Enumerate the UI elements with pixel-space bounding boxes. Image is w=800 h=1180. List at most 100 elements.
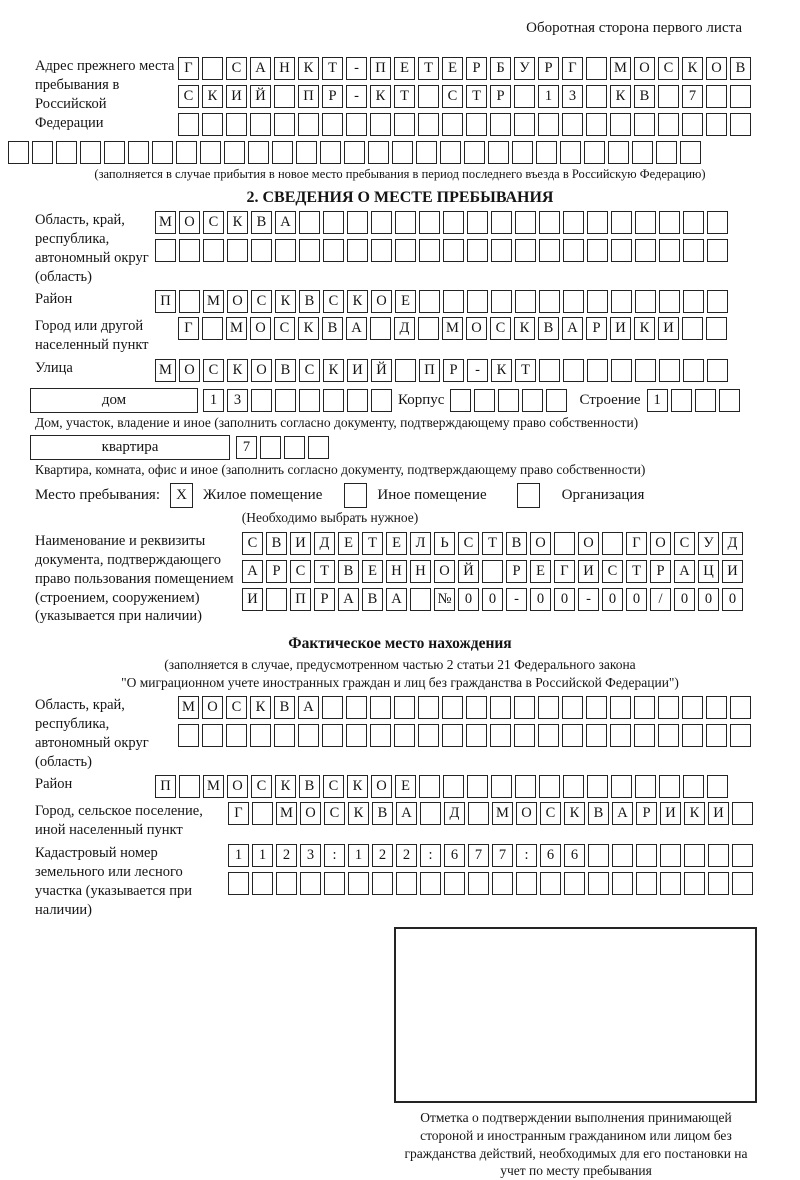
char-box: Р xyxy=(538,57,559,80)
char-box xyxy=(515,211,536,234)
kadastr-row-2 xyxy=(228,872,753,896)
char-box xyxy=(248,141,269,164)
kvartira-note: Квартира, комната, офис и иное (заполнит… xyxy=(35,462,646,478)
char-box xyxy=(610,724,631,748)
char-box xyxy=(274,724,295,748)
char-box: Е xyxy=(338,532,359,556)
char-box: 7 xyxy=(492,844,513,868)
korpus-label: Корпус xyxy=(398,392,445,409)
doc-row-3: И П Р А В А № 0 0-0 0-0 0/0 0 0 xyxy=(242,588,743,612)
char-box: 6 xyxy=(540,844,561,868)
char-box: Е xyxy=(394,57,415,80)
inoe-label: Иное помещение xyxy=(377,487,487,504)
char-box: М xyxy=(155,359,176,383)
char-box xyxy=(515,239,536,262)
char-box: К xyxy=(514,317,535,341)
char-box xyxy=(707,239,728,262)
char-box xyxy=(682,724,703,748)
char-box xyxy=(323,239,344,262)
char-box: С xyxy=(274,317,295,341)
char-box xyxy=(514,724,535,748)
char-box xyxy=(587,290,608,314)
char-box xyxy=(346,113,367,136)
char-box xyxy=(707,775,728,799)
char-box: О xyxy=(650,532,671,556)
char-box xyxy=(155,239,176,262)
char-box: - xyxy=(578,588,599,612)
char-box: И xyxy=(347,359,368,383)
char-box xyxy=(488,141,509,164)
char-box xyxy=(202,317,223,341)
char-box: К xyxy=(250,696,271,720)
doc-label: Наименование и реквизиты документа, подт… xyxy=(35,533,234,625)
char-box xyxy=(322,696,343,720)
char-box xyxy=(514,696,535,720)
char-box: Е xyxy=(442,57,463,80)
char-box xyxy=(347,389,368,413)
char-box xyxy=(226,724,247,748)
char-box xyxy=(467,211,488,234)
char-box: В xyxy=(299,775,320,799)
char-box: И xyxy=(290,532,311,556)
char-box xyxy=(659,211,680,234)
char-box xyxy=(56,141,77,164)
char-box xyxy=(442,724,463,748)
char-box: А xyxy=(338,588,359,612)
char-box xyxy=(611,239,632,262)
char-box xyxy=(418,724,439,748)
char-box xyxy=(634,724,655,748)
char-box: О xyxy=(250,317,271,341)
char-box: О xyxy=(516,802,537,826)
char-box xyxy=(491,290,512,314)
char-box: О xyxy=(371,775,392,799)
char-box: М xyxy=(155,211,176,234)
char-box xyxy=(611,211,632,234)
mesto-prebyvaniya-row: Место пребывания: X Жилое помещение Иное… xyxy=(0,483,800,509)
char-box xyxy=(490,696,511,720)
char-box xyxy=(443,290,464,314)
char-box: 2 xyxy=(276,844,297,868)
char-box xyxy=(563,211,584,234)
prev-address-row-3 xyxy=(178,113,751,136)
char-box xyxy=(684,872,705,896)
char-box xyxy=(370,696,391,720)
char-box xyxy=(392,141,413,164)
char-box: - xyxy=(346,85,367,108)
char-box xyxy=(562,724,583,748)
char-box: В xyxy=(588,802,609,826)
kadastr-field: Кадастровый номер земельного или лесного… xyxy=(0,844,800,919)
char-box: 1 xyxy=(203,389,224,413)
char-box: К xyxy=(298,317,319,341)
char-box xyxy=(659,359,680,383)
char-box xyxy=(482,560,503,584)
char-box: О xyxy=(227,290,248,314)
char-box: О xyxy=(466,317,487,341)
char-box: 2 xyxy=(396,844,417,868)
char-box xyxy=(683,775,704,799)
char-box xyxy=(298,724,319,748)
char-box xyxy=(323,211,344,234)
char-box xyxy=(490,113,511,136)
char-box xyxy=(224,141,245,164)
fact-note-2: "О миграционном учете иностранных гражда… xyxy=(121,675,679,691)
char-box xyxy=(563,239,584,262)
char-box xyxy=(491,775,512,799)
char-box xyxy=(370,113,391,136)
char-box: О xyxy=(251,359,272,383)
char-box: О xyxy=(202,696,223,720)
char-box xyxy=(324,872,345,896)
char-box xyxy=(250,724,271,748)
char-box xyxy=(372,872,393,896)
char-box: К xyxy=(202,85,223,108)
char-box xyxy=(395,211,416,234)
char-box: А xyxy=(250,57,271,80)
char-box xyxy=(275,389,296,413)
char-box: 6 xyxy=(564,844,585,868)
char-box: - xyxy=(467,359,488,383)
char-box xyxy=(442,696,463,720)
